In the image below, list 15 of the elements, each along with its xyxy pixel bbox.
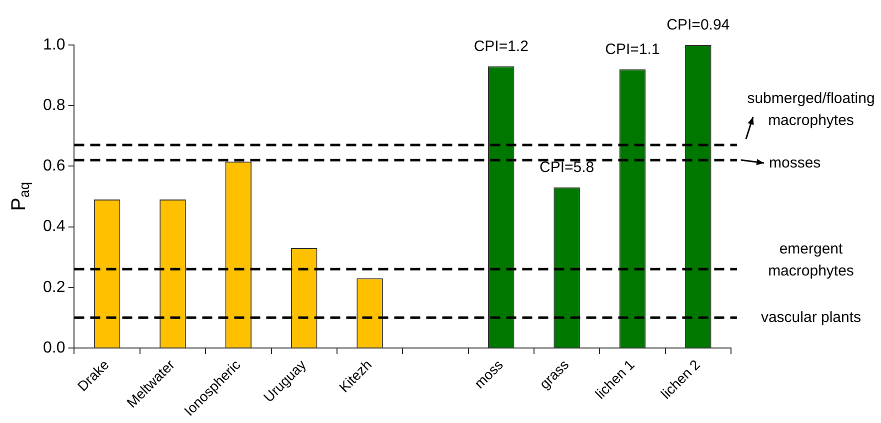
ref-line-label: emergent macrophytes (768, 240, 854, 280)
y-tick-label: 1.0 (42, 36, 66, 54)
annotation: CPI=1.1 (605, 40, 660, 58)
y-tick-label: 0.6 (42, 158, 66, 175)
y-tick-label: 0.8 (42, 96, 66, 114)
y-tick-label: 0.2 (42, 278, 66, 296)
ref-line-label: vascular plants (760, 308, 862, 326)
annotation: CPI=1.2 (474, 38, 528, 55)
y-axis-title: Paq (8, 182, 32, 211)
ref-line-label: submerged/floating macrophytes (747, 90, 875, 130)
y-tick-label: 0.4 (42, 218, 66, 236)
ref-line-label: mosses (769, 154, 821, 172)
annotation: CPI=0.94 (666, 16, 730, 34)
annotation: CPI=5.8 (540, 159, 594, 176)
y-tick-label: 0.0 (42, 339, 66, 356)
